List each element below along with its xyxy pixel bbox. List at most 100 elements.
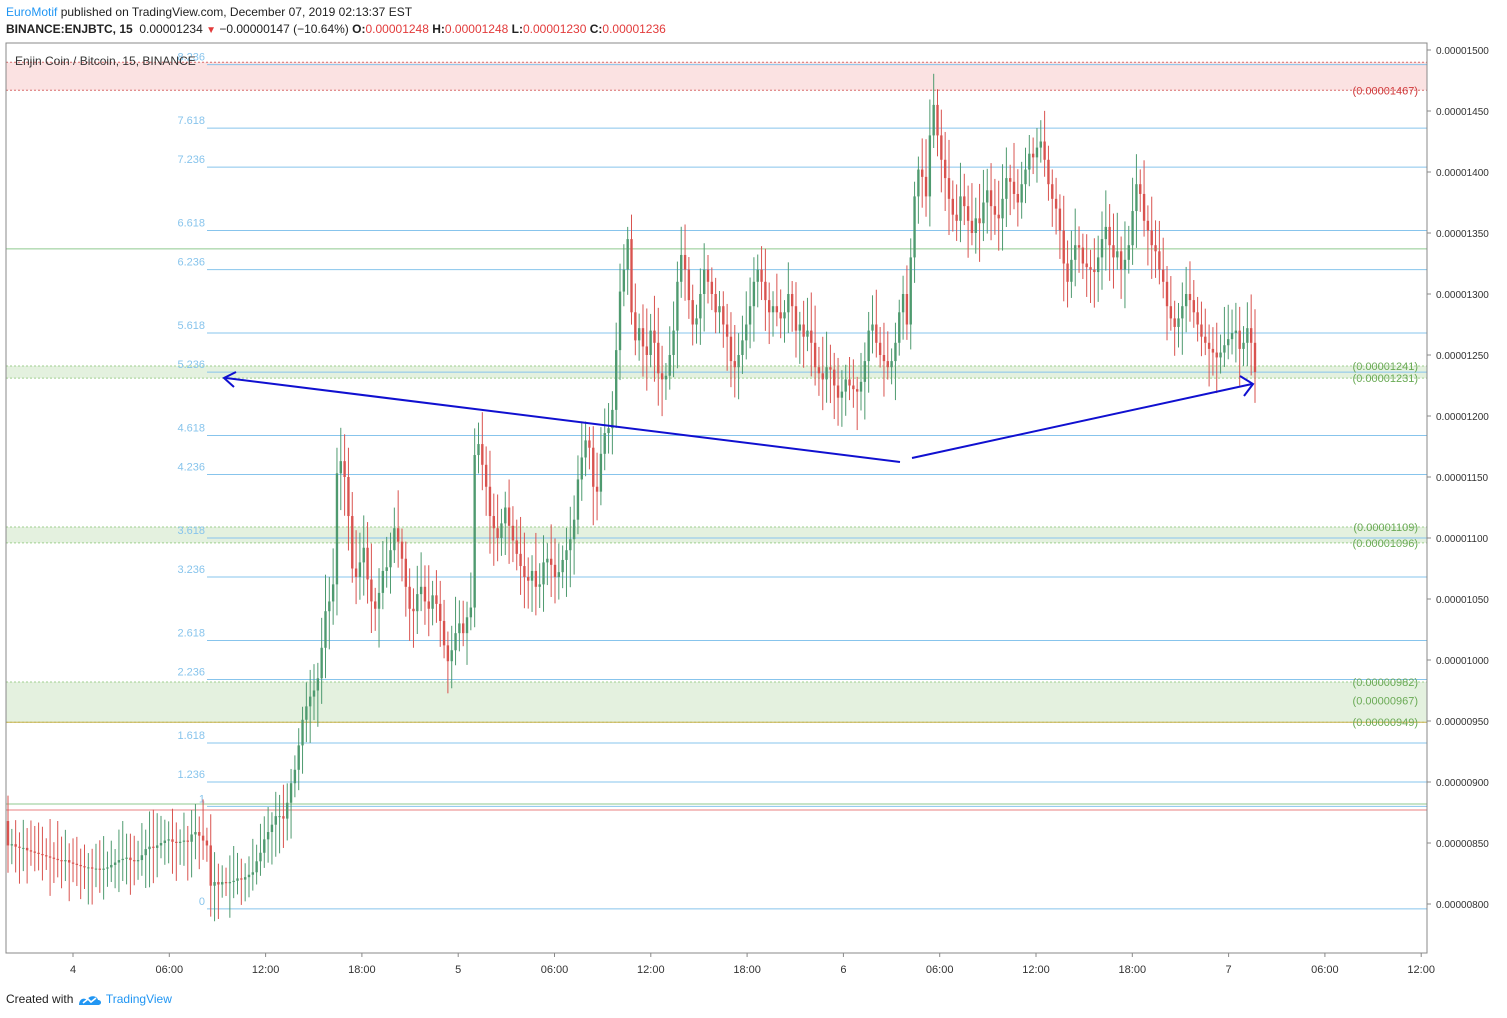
candle — [324, 574, 327, 679]
candle-body — [473, 455, 476, 608]
candle-body — [1012, 181, 1016, 194]
candle — [794, 282, 798, 358]
candle — [190, 810, 193, 878]
candle-body — [1104, 226, 1108, 240]
candle — [1146, 205, 1150, 266]
fib-label: 0 — [199, 896, 205, 908]
candle — [400, 528, 404, 582]
candle-body — [748, 306, 752, 325]
candle — [1204, 308, 1207, 356]
candle — [1165, 266, 1169, 341]
candle-body — [339, 461, 342, 474]
candle — [427, 565, 430, 637]
candle — [542, 535, 545, 612]
candle-body — [500, 523, 503, 538]
candle-body — [1089, 267, 1092, 270]
fib-label: 7.236 — [177, 154, 205, 166]
candle-body — [404, 558, 408, 587]
candle-body — [1165, 281, 1169, 307]
candle — [1196, 296, 1199, 342]
candle-body — [255, 861, 258, 873]
author-link[interactable]: EuroMotif — [6, 5, 58, 19]
candle-body — [676, 281, 679, 331]
candle — [37, 822, 40, 871]
candle-body — [462, 623, 465, 634]
candle-body — [148, 846, 151, 850]
candle — [1162, 237, 1165, 299]
candle — [140, 823, 144, 876]
candle — [41, 826, 44, 881]
candle — [29, 820, 33, 866]
candle — [496, 494, 499, 562]
candle-body — [343, 461, 346, 477]
candle-body — [1238, 330, 1241, 349]
fib-label: 2.618 — [177, 627, 205, 639]
candle — [442, 599, 446, 659]
candle-body — [14, 844, 17, 847]
candle — [79, 848, 82, 900]
candle-body — [966, 206, 970, 221]
candle-body — [1192, 300, 1195, 313]
candle — [1070, 230, 1073, 298]
candle — [833, 352, 836, 420]
candle-body — [121, 858, 124, 861]
candle — [710, 267, 714, 311]
candle — [477, 422, 480, 474]
candle-body — [963, 196, 966, 207]
high-label: H: — [432, 22, 445, 36]
candle-body — [542, 562, 545, 585]
candle-body — [599, 453, 603, 492]
candle-body — [309, 696, 312, 707]
candle — [1074, 208, 1077, 287]
candle-body — [1158, 251, 1161, 270]
candle — [144, 829, 147, 888]
candle-body — [691, 300, 694, 325]
x-tick-label: 12:00 — [1022, 964, 1050, 976]
candle-body — [687, 269, 691, 301]
candle — [1123, 221, 1127, 309]
candle-body — [664, 375, 668, 380]
candle — [951, 180, 954, 232]
price-label: (0.00000949) — [1353, 717, 1418, 729]
candle-body — [1204, 336, 1207, 343]
candle — [940, 109, 943, 193]
candle — [393, 507, 396, 563]
candle-body — [1043, 141, 1046, 160]
candle — [745, 291, 748, 360]
candle — [366, 522, 369, 604]
candle-body — [852, 385, 855, 390]
candle-body — [228, 882, 232, 884]
candle-body — [297, 745, 300, 770]
candle — [825, 331, 828, 403]
candle-body — [481, 444, 484, 465]
candle — [266, 806, 270, 863]
candle — [871, 295, 874, 354]
candle-body — [1234, 330, 1238, 334]
candle — [668, 326, 671, 390]
tradingview-link[interactable]: TradingView — [105, 992, 172, 1006]
candle-body — [507, 507, 511, 526]
candle-body — [618, 291, 622, 351]
candle-body — [905, 294, 909, 325]
candle — [133, 835, 136, 886]
candle-body — [611, 409, 614, 429]
candle-body — [790, 294, 794, 307]
candle-body — [1200, 324, 1203, 337]
candle-body — [396, 528, 400, 542]
candle — [932, 73, 935, 148]
footer: Created with TradingView — [6, 992, 172, 1007]
candle — [385, 536, 388, 588]
candle-body — [10, 844, 14, 846]
candle — [129, 833, 132, 895]
candle-body — [282, 816, 285, 819]
candle-body — [867, 330, 870, 362]
candle-body — [1047, 159, 1050, 185]
candle-body — [511, 525, 515, 541]
candle-body — [1181, 306, 1184, 319]
candle — [553, 538, 557, 604]
x-tick-label: 7 — [1226, 964, 1232, 976]
fib-label: 5.236 — [177, 359, 205, 371]
candle — [182, 812, 186, 866]
candle — [756, 254, 759, 308]
